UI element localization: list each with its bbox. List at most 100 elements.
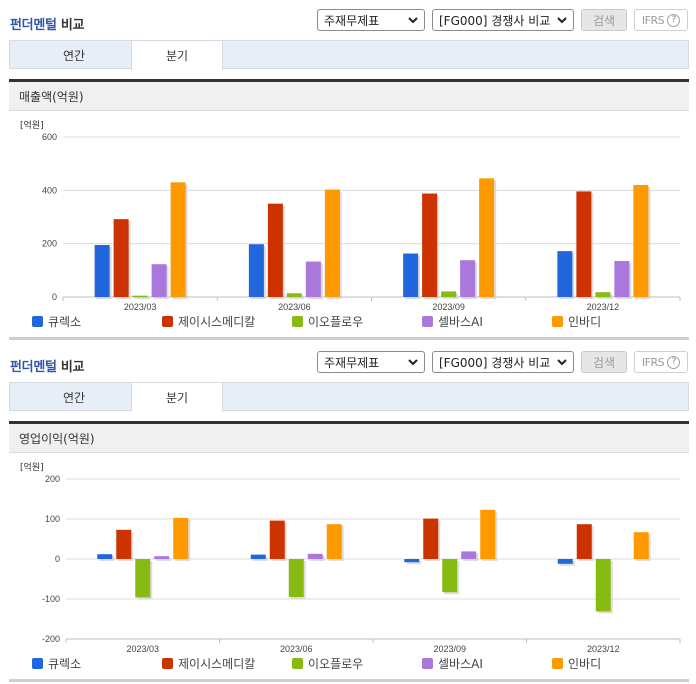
period-tabs: 연간 분기 bbox=[9, 382, 689, 412]
legend-swatch-icon bbox=[32, 658, 43, 669]
bar[interactable] bbox=[286, 293, 302, 297]
bar[interactable] bbox=[480, 509, 496, 559]
bar[interactable] bbox=[442, 559, 458, 593]
legend-swatch-icon bbox=[162, 658, 173, 669]
y-tick-label: 400 bbox=[42, 185, 57, 195]
bar[interactable] bbox=[422, 193, 438, 297]
chart-title: 매출액(억원) bbox=[9, 79, 689, 111]
x-tick-label: 2023/06 bbox=[280, 644, 313, 654]
chevron-down-icon bbox=[408, 359, 418, 366]
compare-select[interactable]: [FG000] 경쟁사 비교 bbox=[432, 351, 574, 373]
bar[interactable] bbox=[154, 556, 170, 559]
bar[interactable] bbox=[170, 182, 186, 297]
bar[interactable] bbox=[267, 203, 283, 297]
y-tick-label: 100 bbox=[45, 514, 60, 524]
legend-swatch-icon bbox=[552, 658, 563, 669]
bar[interactable] bbox=[94, 245, 110, 297]
bar[interactable] bbox=[288, 559, 304, 597]
legend-swatch-icon bbox=[422, 658, 433, 669]
bar[interactable] bbox=[326, 524, 342, 559]
bar[interactable] bbox=[441, 291, 457, 297]
bar[interactable] bbox=[595, 559, 611, 612]
chevron-down-icon bbox=[557, 17, 567, 24]
chart-legend: 큐렉소 제이시스메디칼 이오플로우 셀바스AI 인바디 bbox=[0, 655, 696, 673]
bar[interactable] bbox=[403, 253, 419, 297]
y-tick-label: 0 bbox=[55, 554, 60, 564]
bar[interactable] bbox=[307, 553, 323, 559]
fundamental-compare-revenue: 펀더멘털 비교 주재무제표 [FG000] 경쟁사 비교 검색 IFRS ? 연… bbox=[0, 9, 696, 340]
search-button[interactable]: 검색 bbox=[581, 9, 627, 31]
statement-select[interactable]: 주재무제표 bbox=[317, 351, 425, 373]
x-tick-label: 2023/03 bbox=[126, 644, 159, 654]
bar[interactable] bbox=[460, 260, 476, 297]
legend-item[interactable]: 이오플로우 bbox=[292, 655, 363, 672]
x-tick-label: 2023/03 bbox=[124, 302, 157, 312]
bar[interactable] bbox=[305, 261, 321, 297]
legend-swatch-icon bbox=[32, 316, 43, 327]
legend-item[interactable]: 큐렉소 bbox=[32, 313, 81, 330]
bar[interactable] bbox=[479, 178, 495, 297]
legend-item[interactable]: 셀바스AI bbox=[422, 655, 483, 672]
chevron-down-icon bbox=[408, 17, 418, 24]
ifrs-button[interactable]: IFRS ? bbox=[634, 9, 688, 31]
legend-swatch-icon bbox=[552, 316, 563, 327]
chart-legend: 큐렉소 제이시스메디칼 이오플로우 셀바스AI 인바디 bbox=[0, 313, 696, 331]
legend-swatch-icon bbox=[162, 316, 173, 327]
bar[interactable] bbox=[557, 251, 573, 297]
bar[interactable] bbox=[113, 219, 129, 297]
operating-profit-bar-chart: -200 -100 0 100 200 2023/03 2023/06 2023/09 2023… bbox=[42, 474, 681, 654]
bar[interactable] bbox=[324, 189, 340, 297]
ifrs-button[interactable]: IFRS ? bbox=[634, 351, 688, 373]
tab-annual[interactable]: 연간 bbox=[62, 390, 86, 405]
bar[interactable] bbox=[633, 532, 649, 559]
x-tick-label: 2023/12 bbox=[587, 644, 620, 654]
bar[interactable] bbox=[614, 261, 630, 297]
legend-item[interactable]: 제이시스메디칼 bbox=[162, 655, 255, 672]
compare-select[interactable]: [FG000] 경쟁사 비교 bbox=[432, 9, 574, 31]
legend-label: 이오플로우 bbox=[308, 657, 364, 671]
bar[interactable] bbox=[595, 292, 611, 297]
legend-item[interactable]: 제이시스메디칼 bbox=[162, 313, 255, 330]
bar[interactable] bbox=[269, 520, 285, 559]
section-title: 펀더멘털 비교 bbox=[10, 18, 85, 33]
legend-item[interactable]: 큐렉소 bbox=[32, 655, 81, 672]
section-title: 펀더멘털 비교 bbox=[10, 360, 85, 375]
bar[interactable] bbox=[633, 185, 649, 297]
tab-quarterly[interactable]: 분기 bbox=[131, 41, 223, 70]
bar[interactable] bbox=[423, 518, 439, 559]
statement-select[interactable]: 주재무제표 bbox=[317, 9, 425, 31]
bar[interactable] bbox=[250, 554, 266, 559]
y-axis-unit: [억원] bbox=[20, 463, 44, 473]
legend-label: 큐렉소 bbox=[48, 315, 82, 329]
bar[interactable] bbox=[557, 559, 573, 564]
bar[interactable] bbox=[404, 559, 420, 563]
legend-item[interactable]: 인바디 bbox=[552, 655, 601, 672]
help-icon[interactable]: ? bbox=[667, 355, 681, 369]
legend-label: 셀바스AI bbox=[438, 657, 483, 671]
bar[interactable] bbox=[173, 517, 189, 559]
controls: 주재무제표 [FG000] 경쟁사 비교 검색 IFRS ? bbox=[317, 9, 688, 31]
search-button[interactable]: 검색 bbox=[581, 351, 627, 373]
help-icon[interactable]: ? bbox=[667, 13, 681, 27]
legend-label: 이오플로우 bbox=[308, 315, 364, 329]
legend-item[interactable]: 셀바스AI bbox=[422, 313, 483, 330]
legend-item[interactable]: 이오플로우 bbox=[292, 313, 363, 330]
bar[interactable] bbox=[151, 264, 167, 297]
bar[interactable] bbox=[132, 295, 148, 298]
bar[interactable] bbox=[461, 551, 477, 559]
chart-title: 영업이익(억원) bbox=[9, 421, 689, 453]
chevron-down-icon bbox=[557, 359, 567, 366]
bar[interactable] bbox=[97, 554, 113, 559]
bar[interactable] bbox=[248, 244, 264, 297]
tab-annual[interactable]: 연간 bbox=[62, 48, 86, 63]
x-tick-label: 2023/09 bbox=[432, 302, 465, 312]
bar[interactable] bbox=[135, 559, 151, 598]
bar[interactable] bbox=[576, 191, 592, 297]
y-tick-label: 0 bbox=[52, 292, 57, 302]
bar[interactable] bbox=[576, 524, 592, 559]
legend-swatch-icon bbox=[292, 658, 303, 669]
divider bbox=[9, 679, 689, 682]
legend-item[interactable]: 인바디 bbox=[552, 313, 601, 330]
bar[interactable] bbox=[116, 529, 132, 559]
tab-quarterly[interactable]: 분기 bbox=[131, 383, 223, 412]
